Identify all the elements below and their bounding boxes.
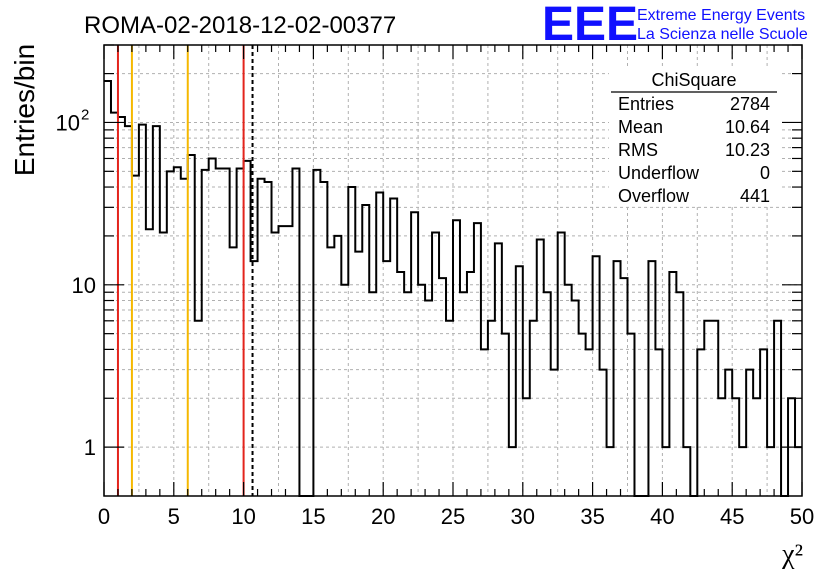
stats-box: ChiSquare Entries 2784 Mean 10.64 RMS 10.23 Un… <box>609 66 779 206</box>
stats-label: Underflow <box>618 163 700 183</box>
logo-line1: Extreme Energy Events <box>637 7 805 24</box>
reference-lines <box>116 45 254 496</box>
logo-line2: La Scienza nelle Scuole <box>637 26 808 43</box>
y-tick-exponent: 2 <box>81 106 89 123</box>
stats-label: Overflow <box>618 186 690 206</box>
x-tick-label: 15 <box>301 504 325 529</box>
x-tick-label: 5 <box>168 504 180 529</box>
histogram <box>104 80 802 497</box>
stats-value: 10.23 <box>725 140 770 160</box>
x-tick-label: 20 <box>371 504 395 529</box>
y-tick-label: 1 <box>84 435 96 460</box>
stats-background <box>609 66 779 206</box>
x-tick-label: 35 <box>580 504 604 529</box>
x-tick-label: 50 <box>790 504 814 529</box>
x-tick-label: 40 <box>650 504 674 529</box>
stats-label: Entries <box>618 94 674 114</box>
x-tick-label: 45 <box>720 504 744 529</box>
x-axis-title: χ² <box>781 539 803 570</box>
x-tick-label: 25 <box>441 504 465 529</box>
x-axis: 0 5 10 15 20 25 30 35 40 45 50 <box>98 45 814 529</box>
x-tick-label: 10 <box>231 504 255 529</box>
stats-value: 441 <box>740 186 770 206</box>
histogram-series <box>104 80 802 497</box>
stats-title: ChiSquare <box>651 70 736 90</box>
y-tick-label: 10 <box>56 110 80 135</box>
y-tick-label: 10 <box>72 273 96 298</box>
stats-value: 2784 <box>730 94 770 114</box>
y-axis-title: Entries/bin <box>9 44 40 176</box>
stats-label: Mean <box>618 117 663 137</box>
x-tick-label: 0 <box>98 504 110 529</box>
stats-value: 10.64 <box>725 117 770 137</box>
x-tick-label: 30 <box>511 504 535 529</box>
stats-value: 0 <box>760 163 770 183</box>
logo-letters: EEE <box>542 0 638 51</box>
stats-label: RMS <box>618 140 658 160</box>
eee-logo: EEE Extreme Energy Events La Scienza nel… <box>542 0 808 51</box>
chart-title: ROMA-02-2018-12-02-00377 <box>84 12 396 39</box>
